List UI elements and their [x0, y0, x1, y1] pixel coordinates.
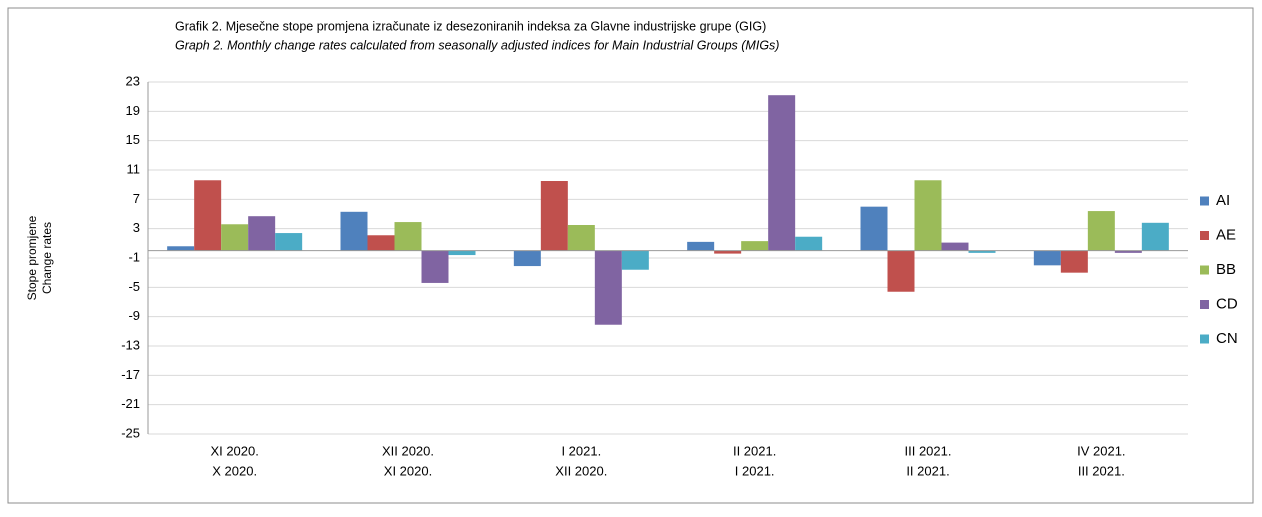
y-tick-label: 15	[126, 132, 140, 147]
bar	[914, 180, 942, 251]
chart-title: Grafik 2. Mjesečne stope promjena izraču…	[175, 19, 766, 33]
legend-label: AE	[1216, 226, 1236, 243]
x-tick-label: III 2021.	[905, 443, 952, 458]
y-tick-label: -5	[128, 279, 140, 294]
bar	[941, 242, 969, 251]
bar	[394, 222, 422, 251]
x-tick-label: II 2021.	[733, 443, 776, 458]
bar	[167, 246, 195, 251]
bar	[1114, 250, 1142, 253]
x-tick-label: I 2021.	[735, 463, 775, 478]
x-tick-label: II 2021.	[906, 463, 949, 478]
bar	[741, 241, 769, 251]
bar	[621, 250, 649, 270]
legend-label: CD	[1216, 295, 1238, 312]
bar	[1087, 211, 1115, 251]
bar	[714, 250, 742, 254]
y-tick-label: 3	[133, 220, 140, 235]
y-tick-label: -13	[121, 337, 140, 352]
bar	[194, 180, 222, 251]
x-tick-label: I 2021.	[561, 443, 601, 458]
y-tick-label: 19	[126, 103, 140, 118]
y-tick-label: 7	[133, 191, 140, 206]
y-tick-label: -9	[128, 308, 140, 323]
y-tick-label: -21	[121, 396, 140, 411]
y-tick-label: 11	[127, 161, 141, 176]
bar	[860, 206, 888, 251]
bar	[540, 181, 568, 251]
x-tick-label: XI 2020.	[210, 443, 258, 458]
legend-label: AI	[1216, 192, 1230, 209]
legend-label: BB	[1216, 261, 1236, 278]
x-tick-label: XII 2020.	[555, 463, 607, 478]
bar	[795, 236, 823, 251]
bar	[768, 95, 796, 251]
bar	[421, 250, 449, 283]
bar	[1033, 250, 1061, 266]
x-tick-label: XII 2020.	[382, 443, 434, 458]
x-tick-label: XI 2020.	[384, 463, 432, 478]
legend-swatch	[1200, 265, 1209, 275]
y-tick-label: 23	[126, 73, 140, 88]
bar	[687, 241, 715, 251]
bar	[968, 250, 996, 253]
bar	[275, 233, 303, 251]
x-tick-label: IV 2021.	[1077, 443, 1125, 458]
bar	[1060, 250, 1088, 273]
y-tick-label: -25	[121, 425, 140, 440]
bar	[367, 235, 395, 251]
bar	[248, 216, 276, 251]
bar	[594, 250, 622, 325]
legend-swatch	[1200, 334, 1209, 344]
chart-subtitle: Graph 2. Monthly change rates calculated…	[175, 38, 779, 52]
legend-swatch	[1200, 300, 1209, 309]
y-axis-label: Stope promjene	[25, 215, 39, 300]
legend-swatch	[1200, 231, 1209, 240]
bar	[513, 250, 541, 267]
y-tick-label: -17	[121, 367, 140, 382]
bar	[567, 225, 595, 251]
bar	[221, 224, 249, 251]
x-tick-label: X 2020.	[212, 463, 257, 478]
legend-swatch	[1200, 196, 1209, 206]
bar	[448, 250, 476, 256]
legend-label: CN	[1216, 330, 1238, 347]
y-axis-label: Change rates	[40, 222, 54, 294]
bar	[1141, 222, 1169, 251]
y-tick-label: -1	[128, 249, 140, 264]
bar	[340, 211, 368, 251]
x-tick-label: III 2021.	[1078, 463, 1125, 478]
bar	[887, 250, 915, 292]
